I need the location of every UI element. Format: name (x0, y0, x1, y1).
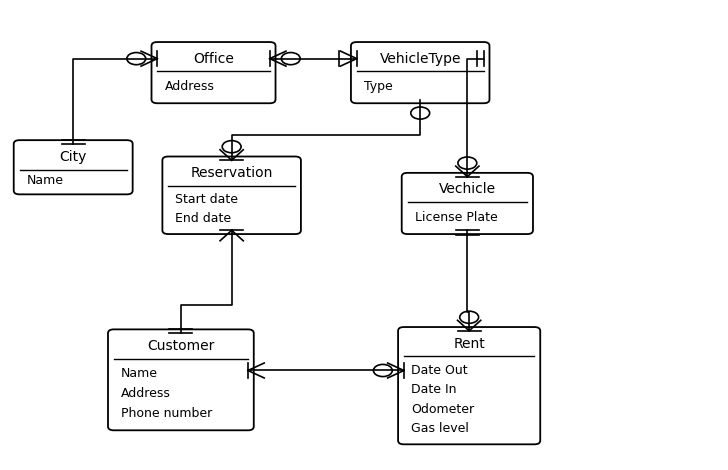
FancyBboxPatch shape (151, 42, 275, 103)
FancyBboxPatch shape (402, 173, 533, 234)
Text: Date Out: Date Out (411, 364, 468, 377)
Text: Customer: Customer (147, 339, 215, 353)
Text: Start date: Start date (175, 193, 239, 206)
Text: Odometer: Odometer (411, 402, 474, 415)
FancyBboxPatch shape (398, 327, 540, 444)
FancyBboxPatch shape (351, 42, 489, 103)
Text: Rent: Rent (454, 337, 485, 351)
Text: Vechicle: Vechicle (439, 182, 496, 196)
Text: Name: Name (121, 367, 158, 380)
Text: Reservation: Reservation (191, 166, 273, 180)
FancyBboxPatch shape (108, 329, 254, 431)
Text: End date: End date (175, 212, 232, 225)
Text: License Plate: License Plate (415, 211, 497, 224)
Text: Date In: Date In (411, 384, 456, 396)
Text: Phone number: Phone number (121, 407, 213, 420)
Text: VehicleType: VehicleType (379, 52, 461, 66)
Text: Address: Address (121, 387, 171, 400)
Text: Address: Address (165, 80, 215, 93)
Text: Office: Office (193, 52, 234, 66)
FancyBboxPatch shape (14, 140, 132, 195)
Text: Gas level: Gas level (411, 422, 469, 435)
FancyBboxPatch shape (162, 157, 301, 234)
Text: City: City (60, 150, 87, 164)
Text: Type: Type (364, 80, 392, 93)
Text: Name: Name (27, 174, 64, 188)
